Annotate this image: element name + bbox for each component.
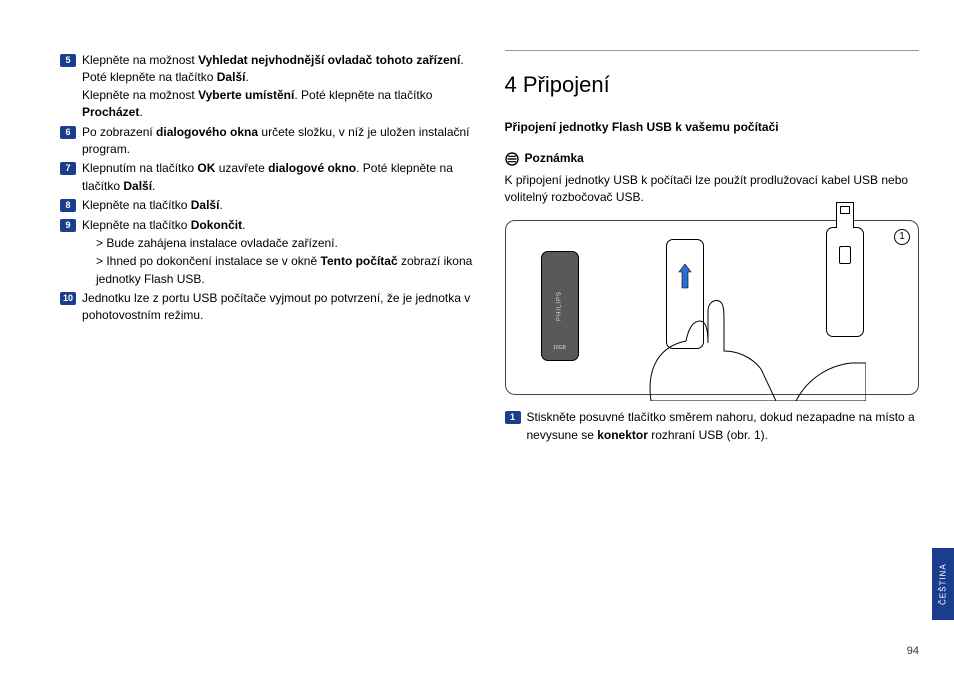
step-number-badge: 8 — [60, 199, 76, 212]
step-item: 8 Klepněte na tlačítko Další. — [60, 197, 475, 214]
note-icon — [505, 152, 519, 166]
usb-brand-text: PHILIPS — [555, 291, 564, 321]
step-sub-item: > Bude zahájena instalace ovladače zaříz… — [82, 235, 475, 252]
step-number-badge: 6 — [60, 126, 76, 139]
step-number-badge: 7 — [60, 162, 76, 175]
step-text: Klepnutím na tlačítko OK uzavřete dialog… — [82, 160, 475, 195]
step-item: 5 Klepněte na možnost Vyhledat nejvhodněj… — [60, 52, 475, 122]
step-number-badge: 1 — [505, 411, 521, 424]
subheading: Připojení jednotky Flash USB k vašemu po… — [505, 119, 920, 136]
step-text: Jednotku lze z portu USB počítače vyjmou… — [82, 290, 474, 325]
step-number-badge: 5 — [60, 54, 76, 67]
usb-drive-closed: PHILIPS 16GB — [541, 251, 579, 361]
figure-1: 1 PHILIPS 16GB — [505, 220, 920, 395]
note-header: Poznámka — [505, 150, 920, 167]
step-item: 6 Po zobrazení dialogového okna určete sl… — [60, 124, 475, 159]
right-step-1: 1 Stiskněte posuvné tlačítko směrem naho… — [505, 409, 920, 444]
note-text: K připojení jednotky USB k počítači lze … — [505, 172, 920, 207]
chevron-right-icon: > — [96, 254, 106, 268]
left-column: 5 Klepněte na možnost Vyhledat nejvhodněj… — [60, 50, 475, 446]
step-text: Klepněte na tlačítko Dokončit.> Bude zah… — [82, 217, 475, 289]
language-tab: ČEŠTINA — [932, 548, 954, 620]
step-text: Klepněte na tlačítko Další. — [82, 197, 475, 214]
hand-illustration-icon — [626, 291, 866, 401]
step-text: Stiskněte posuvné tlačítko směrem nahoru… — [527, 409, 920, 444]
step-text: Klepněte na možnost Vyhledat nejvhodnějš… — [82, 52, 475, 122]
steps-list: 5 Klepněte na možnost Vyhledat nejvhodněj… — [60, 52, 475, 325]
note-label: Poznámka — [525, 150, 584, 167]
section-name: Připojení — [523, 72, 610, 97]
step-text: Po zobrazení dialogového okna určete slo… — [82, 124, 475, 159]
section-number: 4 — [505, 72, 517, 97]
usb-connector-icon — [836, 202, 854, 228]
section-divider — [505, 50, 920, 51]
figure-number-badge: 1 — [894, 229, 910, 245]
step-number-badge: 10 — [60, 292, 76, 305]
right-column: 4 Připojení Připojení jednotky Flash USB… — [505, 50, 920, 446]
usb-capacity-text: 16GB — [553, 345, 566, 352]
step-item: 9 Klepněte na tlačítko Dokončit.> Bude za… — [60, 217, 475, 289]
step-item: 7 Klepnutím na tlačítko OK uzavřete dialo… — [60, 160, 475, 195]
slide-up-arrow-icon — [677, 262, 693, 290]
page-number: 94 — [907, 645, 919, 657]
page: 5 Klepněte na možnost Vyhledat nejvhodněj… — [0, 0, 954, 476]
step-item: 10 Jednotku lze z portu USB počítače vyjm… — [60, 290, 475, 325]
step-sub-item: > Ihned po dokončení instalace se v okně… — [82, 253, 475, 288]
usb-slider-notch — [839, 246, 851, 264]
chevron-right-icon: > — [96, 236, 106, 250]
step-number-badge: 9 — [60, 219, 76, 232]
section-title: 4 Připojení — [505, 69, 920, 101]
